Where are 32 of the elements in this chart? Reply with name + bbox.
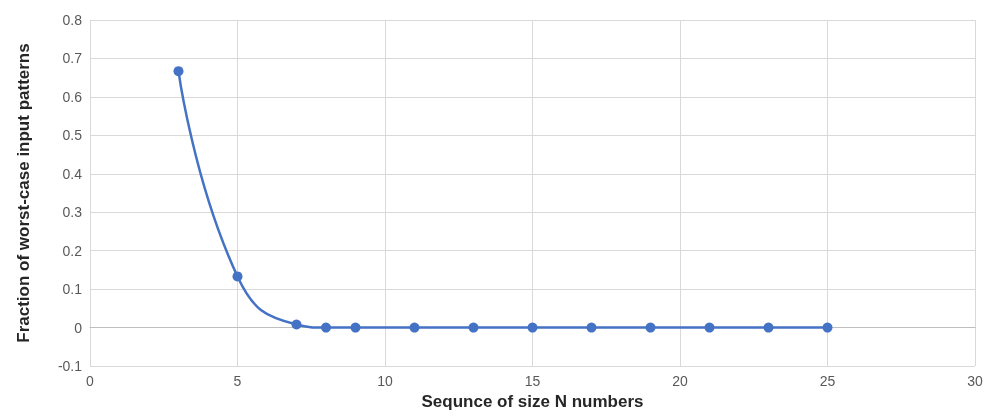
point	[232, 271, 243, 282]
x-tick-label: 20	[672, 373, 688, 389]
y-tick-label: 0.3	[62, 204, 83, 221]
point	[409, 322, 420, 333]
point	[586, 322, 597, 333]
x-tick-label: 0	[86, 373, 95, 389]
point	[645, 322, 656, 333]
y-tick-label: -0.1	[57, 358, 83, 374]
point	[763, 322, 774, 333]
x-tick-label: 10	[377, 373, 393, 389]
y-tick-label: 0.5	[62, 127, 83, 144]
point	[468, 322, 479, 333]
x-axis-title: Sequnce of size N numbers	[421, 391, 644, 411]
y-tick-label: 0.6	[62, 88, 83, 105]
point	[291, 319, 302, 330]
point	[527, 322, 538, 333]
point	[822, 322, 833, 333]
y-tick-label: 0.8	[62, 12, 83, 28]
y-tick-label: 0.7	[62, 50, 83, 67]
y-tick-label: 0.1	[62, 281, 83, 298]
x-tick-label: 15	[524, 373, 541, 389]
x-tick-label: 25	[819, 373, 836, 389]
y-tick-label: 0.2	[62, 242, 83, 259]
y-tick-label: 0.4	[62, 165, 83, 182]
x-tick-label: 30	[967, 373, 983, 389]
y-tick-label: 0	[74, 319, 83, 336]
y-axis-title: Fraction of worst-case input patterns	[14, 43, 33, 343]
point	[704, 322, 715, 333]
point	[350, 322, 361, 333]
point	[173, 66, 184, 77]
x-tick-label: 5	[233, 373, 242, 389]
point	[321, 322, 331, 333]
